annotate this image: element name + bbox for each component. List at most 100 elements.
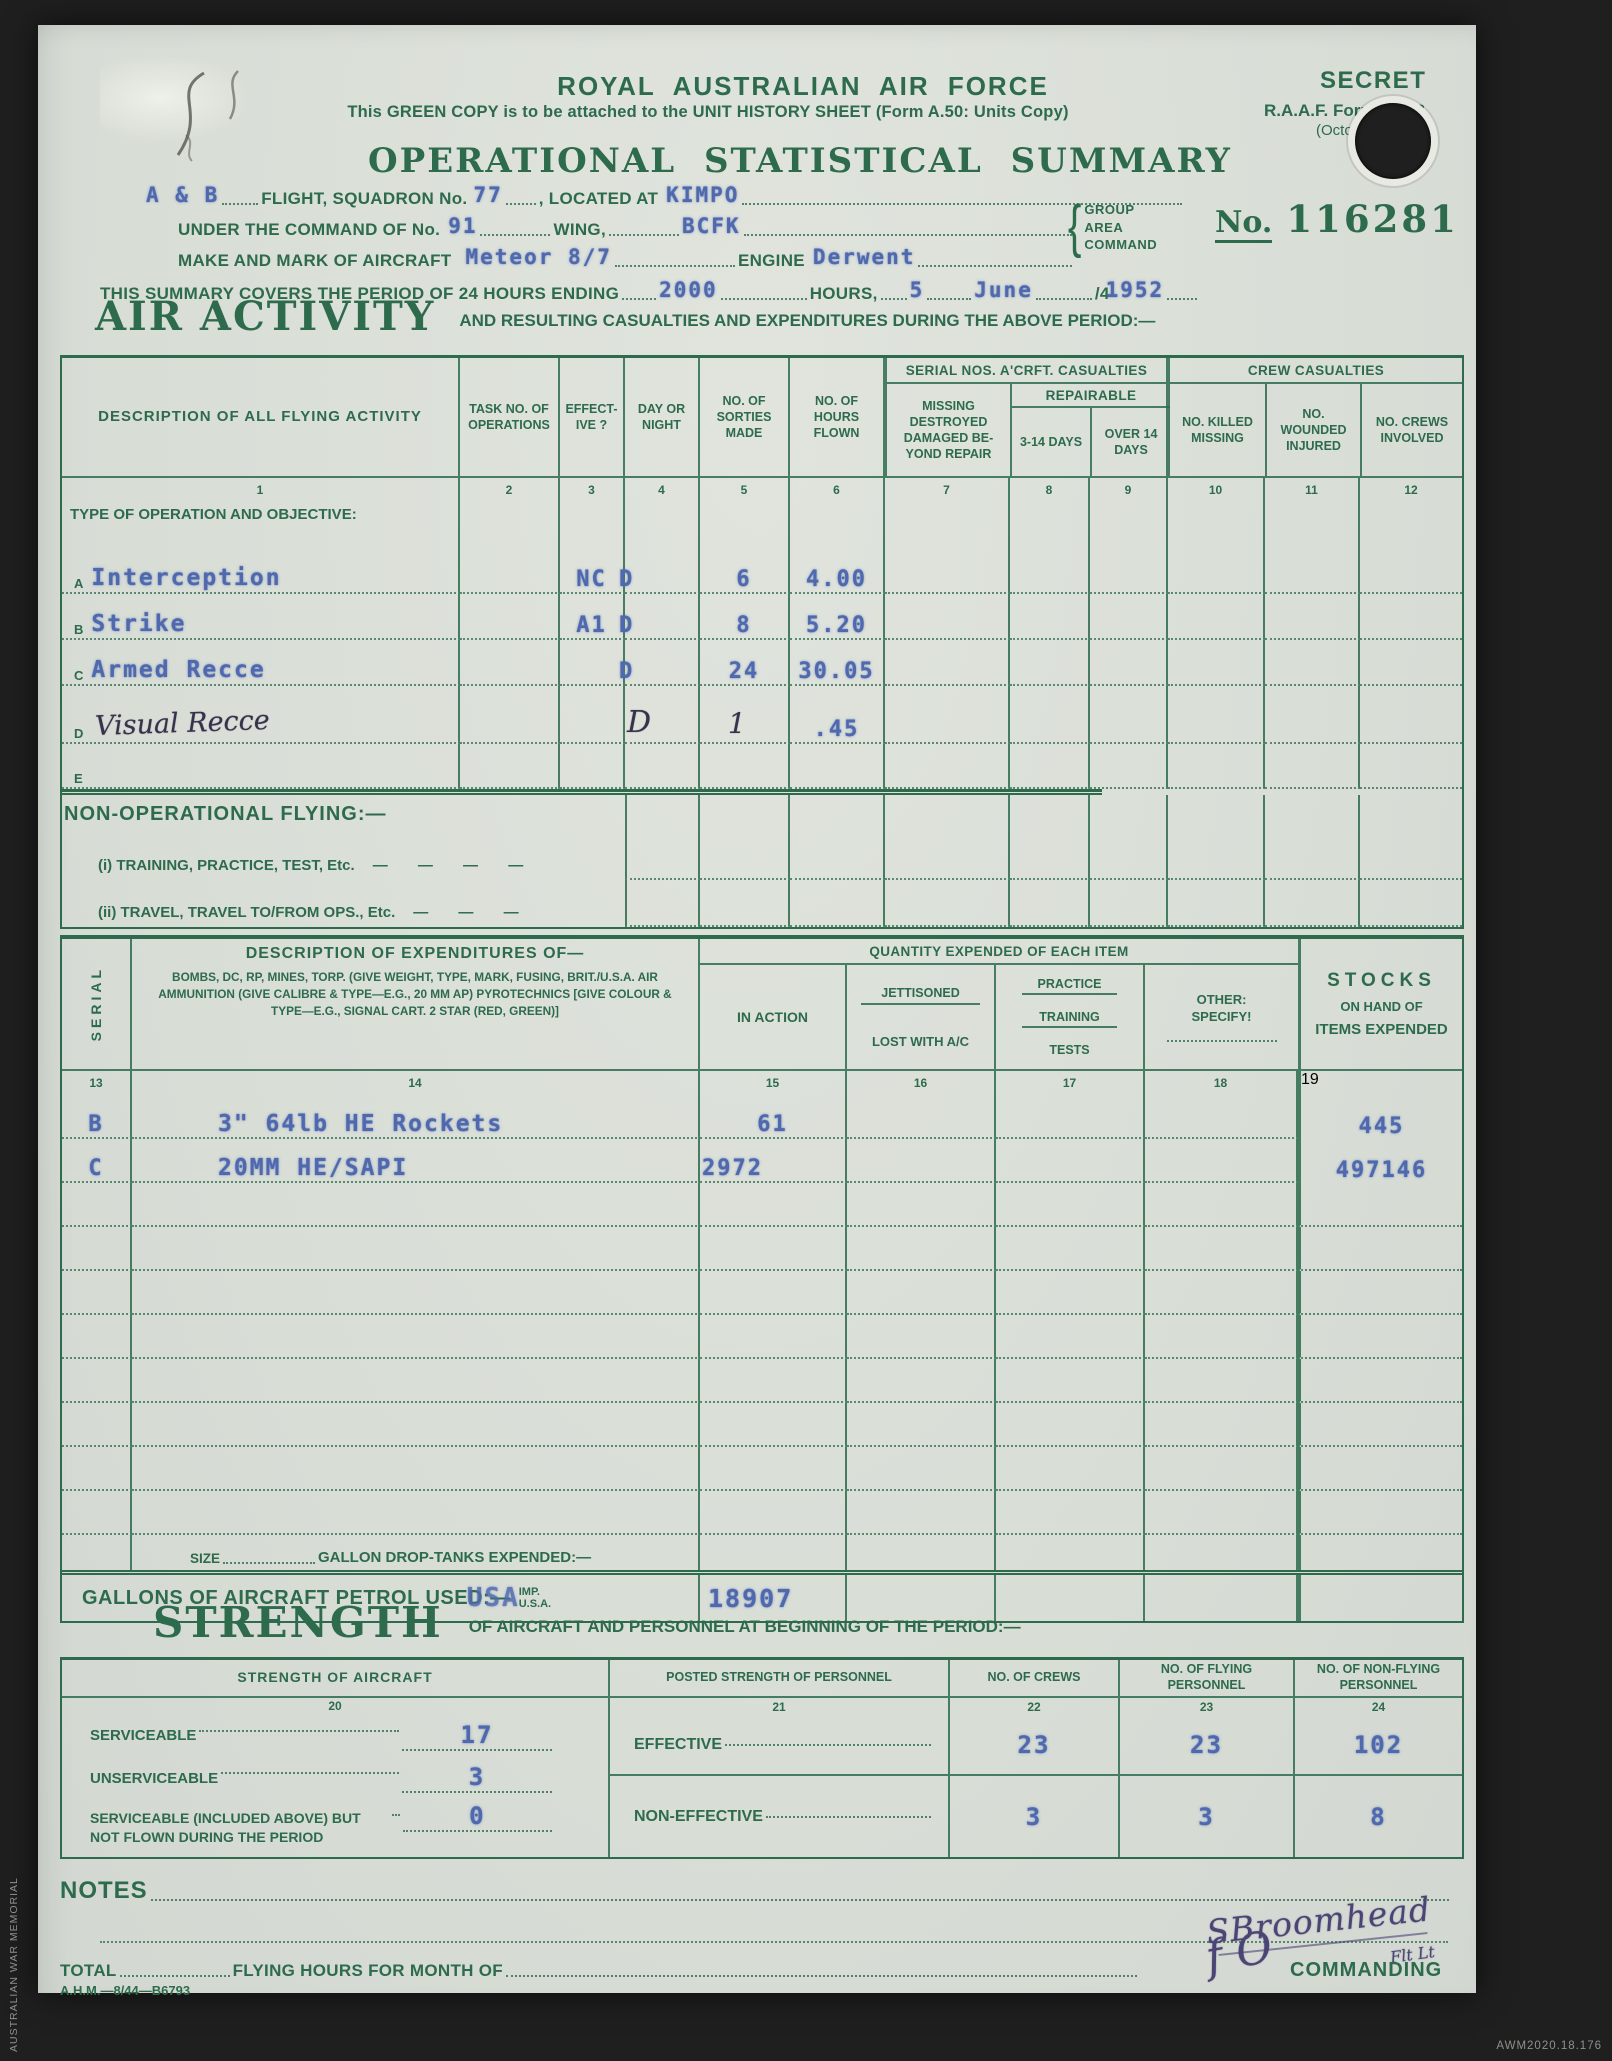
col-killed-header: NO. KILLED MISSING [1170, 384, 1267, 476]
notes-rule-2 [100, 1941, 1448, 1943]
usa-label: U.S.A. [518, 1598, 552, 1610]
personnel-title: POSTED STRENGTH OF PERSONNEL [610, 1660, 948, 1698]
stocks-title: STOCKS [1327, 970, 1436, 991]
no-label: No. [1215, 205, 1273, 243]
awm-reference-number: AWM2020.18.176 [1496, 2040, 1602, 2052]
item-description: 3" 64lb HE Rockets [218, 1111, 504, 1137]
effective-value: A1 [576, 613, 607, 638]
repairable-title: REPAIRABLE [1012, 384, 1170, 408]
col-num-15: 15 [700, 1071, 847, 1095]
crews-noneffective: 3 [1025, 1802, 1043, 1831]
training-label: (i) TRAINING, PRACTICE, TEST, Etc. [98, 857, 355, 874]
serial-value: B [88, 1112, 104, 1137]
col-num-8: 8 [1010, 478, 1090, 502]
col-num-9: 9 [1090, 478, 1168, 502]
air-activity-title: AIR ACTIVITY [95, 293, 436, 340]
period-time: 2000 [659, 278, 718, 302]
in-action-header: IN ACTION [700, 965, 847, 1069]
strength-personnel-column: POSTED STRENGTH OF PERSONNEL 21 EFFECTIV… [610, 1660, 950, 1857]
copy-note: This GREEN COPY is to be attached to the… [347, 103, 1069, 121]
expenditures-desc-title: DESCRIPTION OF EXPENDITURES OF— [245, 945, 585, 962]
row-letter: A [74, 576, 84, 591]
col-sorties-header: NO. OF SORTIES MADE [700, 358, 790, 476]
tests-header: TESTS [1049, 1042, 1090, 1057]
hours-value: 4.00 [806, 567, 867, 592]
col-num-23: 23 [1199, 1700, 1214, 1714]
awm-left-watermark: AUSTRALIAN WAR MEMORIAL [8, 1877, 20, 2052]
air-activity-heading: AIR ACTIVITY AND RESULTING CASUALTIES AN… [95, 297, 1155, 337]
not-flown-label: SERVICEABLE (INCLUDED ABOVE) BUT NOT FLO… [90, 1809, 361, 1846]
col-num-20: 20 [328, 1699, 342, 1714]
aircraft-label: MAKE AND MARK OF AIRCRAFT [178, 251, 452, 270]
row-letter: D [74, 726, 84, 741]
col-num-5: 5 [700, 478, 790, 502]
jettisoned-header: JETTISONED [861, 986, 980, 1005]
in-action-value: 61 [757, 1112, 788, 1137]
brace-glyph: { [1067, 194, 1082, 260]
col-num-22: 22 [1027, 1700, 1041, 1714]
period-year: 1952 [1105, 278, 1165, 302]
col-num-13: 13 [62, 1071, 132, 1095]
nonflying-effective: 102 [1353, 1731, 1404, 1759]
col-hours-header: NO. OF HOURS FLOWN [790, 358, 885, 476]
practice-header: PRACTICE [1022, 977, 1117, 996]
strength-flying-column: NO. OF FLYING PERSONNEL 23 23 3 [1120, 1660, 1295, 1857]
location-value: KIMPO [666, 183, 740, 207]
specify-header: SPECIFY! [1191, 1009, 1252, 1024]
col-num-16: 16 [847, 1071, 996, 1095]
located-label: , LOCATED AT [538, 189, 659, 208]
col-task-header: TASK NO. OF OPERATIONS [460, 358, 560, 476]
training-header: TRAINING [1022, 1010, 1117, 1028]
col-num-1: 1 [62, 478, 460, 502]
paper-tear-decoration [100, 53, 250, 143]
section-divider [62, 789, 1102, 795]
air-activity-subtitle: AND RESULTING CASUALTIES AND EXPENDITURE… [459, 311, 1156, 330]
period-label: THIS SUMMARY COVERS THE PERIOD OF 24 HOU… [100, 284, 620, 303]
total-line: TOTAL FLYING HOURS FOR MONTH OF [60, 1953, 1140, 1981]
expenditure-row-20mm: C 20MM HE/SAPI 2972 497146 [62, 1139, 1462, 1183]
stocks-subtitle2: ITEMS EXPENDED [1315, 1021, 1448, 1038]
engine-value: Derwent [812, 245, 916, 269]
drop-tanks-label: GALLON DROP-TANKS EXPENDED:— [318, 1549, 592, 1566]
non-effective-label: NON-EFFECTIVE [634, 1807, 763, 1825]
operation-type: Armed Recce [91, 657, 266, 683]
col-num-7: 7 [885, 478, 1010, 502]
strength-crews-column: NO. OF CREWS 22 23 3 [950, 1660, 1120, 1857]
wing-number: 91 [448, 214, 478, 238]
strength-heading: STRENGTH OF AIRCRAFT AND PERSONNEL AT BE… [153, 1602, 1021, 1644]
col-num-4: 4 [625, 478, 700, 502]
col-num-17: 17 [996, 1071, 1145, 1095]
aircraft-line: MAKE AND MARK OF AIRCRAFT Meteor 8/7 ENG… [178, 237, 1075, 271]
strength-subtitle: OF AIRCRAFT AND PERSONNEL AT BEGINNING O… [468, 1617, 1021, 1636]
command-label: UNDER THE COMMAND OF No. [178, 220, 441, 239]
serial-number: 116281 [1286, 197, 1459, 241]
petrol-label: GALLONS OF AIRCRAFT PETROL USED:— [82, 1586, 511, 1609]
flight-label: FLIGHT, SQUADRON No. [261, 189, 468, 208]
flying-title: NO. OF FLYING PERSONNEL [1120, 1660, 1293, 1698]
crews-title: NO. OF CREWS [950, 1660, 1118, 1698]
col-num-14: 14 [132, 1071, 700, 1095]
stock-value: 445 [1358, 1114, 1405, 1139]
month-of-label: FLYING HOURS FOR MONTH OF [232, 1961, 503, 1980]
nonflying-noneffective: 8 [1370, 1802, 1387, 1831]
col-num-10: 10 [1168, 478, 1265, 502]
force-title: ROYAL AUSTRALIAN AIR FORCE [557, 71, 1049, 101]
commanding-label: COMMANDING [1290, 1959, 1443, 1981]
not-flown-value: 0 [402, 1802, 552, 1833]
command-word: COMMAND [1084, 237, 1158, 253]
row-letter: B [74, 622, 84, 637]
serviceable-label: SERVICEABLE [90, 1727, 197, 1745]
stock-value: 497146 [1335, 1158, 1428, 1183]
total-label: TOTAL [60, 1961, 117, 1980]
sorties-handwritten: 1 [728, 707, 746, 740]
hours-value: 5.20 [806, 613, 867, 638]
petrol-divider [62, 1570, 1462, 1575]
aircraft-strength-title: STRENGTH OF AIRCRAFT [62, 1660, 608, 1698]
aircraft-casualties-title: SERIAL NOS. A'CRFT. CASUALTIES [887, 358, 1166, 384]
area-word: AREA [1084, 219, 1124, 235]
punched-hole [1355, 103, 1431, 179]
crew-casualties-group: CREW CASUALTIES NO. KILLED MISSING NO. W… [1168, 358, 1462, 476]
flying-noneffective: 3 [1198, 1802, 1215, 1831]
daynight-handwritten: D [627, 705, 652, 740]
col-num-19: 19 [1298, 1071, 1462, 1095]
